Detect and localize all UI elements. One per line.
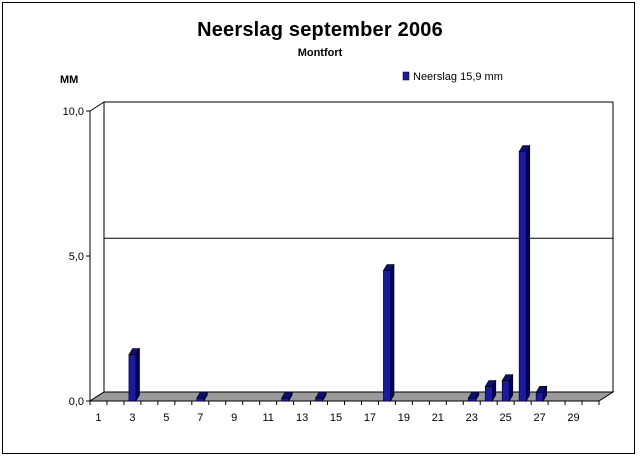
bar [281,391,293,403]
bar [315,391,327,403]
bar [467,391,480,403]
y-tick-label: 10,0 [63,106,84,118]
y-tick-label: 5,0 [69,251,84,263]
x-tick-label: 21 [432,412,444,424]
x-tick-label: 1 [95,412,101,424]
x-tick-label: 27 [533,412,545,424]
y-tick-label: 0,0 [69,396,84,408]
x-tick-label: 23 [466,412,478,424]
x-tick-label: 3 [129,412,135,424]
legend: Neerslag 15,9 mm [402,71,503,83]
x-tick-label: 7 [197,412,203,424]
chart-subtitle: Montfort [297,47,343,59]
bar [196,391,208,403]
x-tick-label: 29 [567,412,579,424]
back-wall [103,101,614,393]
chart-title: Neerslag september 2006 [197,19,443,41]
x-tick-label: 5 [163,412,169,424]
x-tick-label: 13 [296,412,308,424]
x-tick-label: 9 [231,412,237,424]
x-tick-label: 25 [500,412,512,424]
x-tick-label: 11 [262,412,273,424]
y-axis-label: MM [60,74,79,86]
bar [501,373,514,403]
bar [518,144,531,403]
legend-swatch [402,71,410,81]
floor [88,391,615,402]
x-tick-label: 17 [364,412,376,424]
bar [535,385,548,403]
side-wall [89,101,105,402]
bar [484,379,497,403]
x-tick-label: 19 [398,412,410,424]
x-tick-label: 15 [330,412,342,424]
bar [128,347,141,403]
bar [382,263,395,403]
legend-label: Neerslag 15,9 mm [413,71,503,83]
